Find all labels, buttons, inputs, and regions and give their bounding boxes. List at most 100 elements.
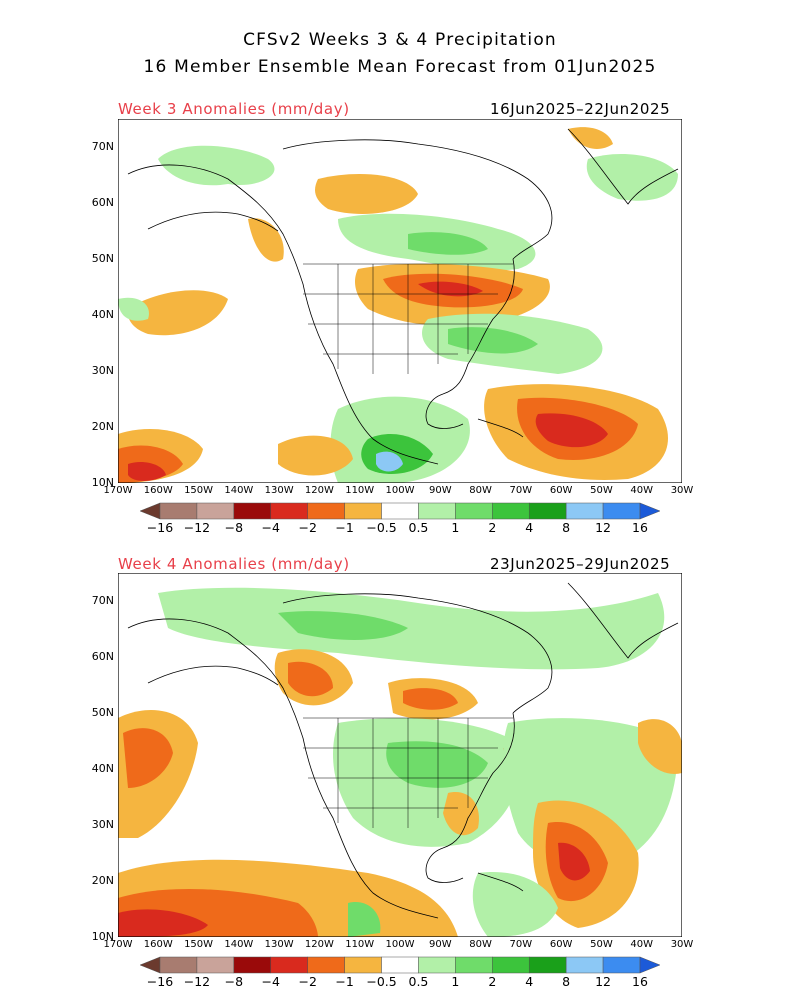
lon-tick-label: 160W <box>143 939 173 950</box>
colorbar-swatch <box>270 502 308 520</box>
colorbar-swatch <box>528 956 567 974</box>
anomaly-dry-region <box>418 281 483 297</box>
lon-tick-label: 170W <box>103 939 133 950</box>
colorbar-swatch <box>455 956 493 974</box>
anomaly-wet-region <box>158 587 665 670</box>
lon-tick-label: 100W <box>385 939 415 950</box>
chart-subtitle: 16 Member Ensemble Mean Forecast from 01… <box>143 57 657 77</box>
lon-tick-label: 170W <box>103 485 133 496</box>
anomaly-dry-region <box>535 413 608 448</box>
anomaly-wet-region <box>448 327 538 354</box>
state-boundaries <box>303 717 513 828</box>
colorbar-swatch <box>565 956 604 974</box>
state-boundaries <box>303 263 513 374</box>
colorbar-swatch <box>140 956 161 974</box>
anomaly-dry-region <box>558 842 590 881</box>
lat-tick-label: 50N <box>91 706 114 719</box>
colorbar-tick-label: 8 <box>562 520 571 535</box>
lon-tick-label: 120W <box>304 485 334 496</box>
colorbar-week4 <box>140 956 660 974</box>
lon-tick-label: 150W <box>184 485 214 496</box>
lon-tick-label: 140W <box>224 939 254 950</box>
colorbar-swatch <box>639 502 660 520</box>
lat-tick-label: 10N <box>91 476 114 489</box>
colorbar-tick-label: −4 <box>261 974 280 989</box>
lat-tick-label: 20N <box>91 874 114 887</box>
lon-tick-label: 100W <box>385 485 415 496</box>
colorbar-tick-label: −1 <box>335 974 354 989</box>
lon-tick-label: 90W <box>428 939 452 950</box>
colorbar-tick-label: 4 <box>525 974 534 989</box>
coastline <box>147 211 279 232</box>
lat-tick-label: 40N <box>91 762 114 775</box>
lon-tick-label: 80W <box>469 939 492 950</box>
colorbar-tick-label: 8 <box>562 974 571 989</box>
colorbar-tick-label: −1 <box>335 520 354 535</box>
lat-tick-label: 40N <box>91 308 114 321</box>
colorbar-tick-label: −2 <box>298 974 317 989</box>
anomaly-wet-region <box>408 232 488 255</box>
colorbar-tick-label: 16 <box>632 520 648 535</box>
anomaly-wet-region <box>278 611 408 640</box>
colorbar-tick-label: −2 <box>298 520 317 535</box>
anomaly-dry-region <box>248 218 284 262</box>
lon-tick-label: 70W <box>509 485 533 496</box>
lon-tick-label: 30W <box>670 485 694 496</box>
anomaly-dry-region <box>403 688 458 710</box>
panel1-label: Week 3 Anomalies (mm/day) <box>118 100 350 118</box>
anomaly-dry-region <box>315 174 418 214</box>
colorbar-swatch <box>307 502 345 520</box>
lat-tick-label: 60N <box>91 650 114 663</box>
coastline <box>127 618 439 919</box>
colorbar-swatch <box>492 502 530 520</box>
anomaly-dry-region <box>278 435 353 476</box>
coastline <box>442 258 515 395</box>
lon-tick-label: 60W <box>549 939 573 950</box>
lon-tick-label: 150W <box>184 939 214 950</box>
coastline <box>567 128 679 205</box>
anomaly-wet-region <box>348 902 381 937</box>
colorbar-tick-label: 0.5 <box>408 974 429 989</box>
anomaly-dry-region <box>118 909 208 937</box>
lat-tick-label: 70N <box>91 594 114 607</box>
lat-tick-label: 10N <box>91 930 114 943</box>
coastline <box>477 872 524 892</box>
colorbar-tick-label: −8 <box>224 974 244 989</box>
week3-anomaly-map <box>118 119 682 483</box>
coastline <box>147 665 279 686</box>
colorbar-swatch <box>528 502 567 520</box>
colorbar-swatch <box>418 956 456 974</box>
lon-tick-label: 140W <box>224 485 254 496</box>
lat-tick-label: 50N <box>91 252 114 265</box>
colorbar-swatch <box>381 502 419 520</box>
coastline <box>282 593 553 714</box>
coastline <box>477 418 524 438</box>
week4-anomaly-map <box>118 573 682 937</box>
colorbar-swatch <box>159 956 198 974</box>
anomaly-dry-region <box>568 127 613 149</box>
colorbar-swatch <box>602 502 641 520</box>
lon-tick-label: 110W <box>345 939 375 950</box>
colorbar-swatch <box>492 956 530 974</box>
colorbar-swatch <box>233 502 272 520</box>
lon-tick-label: 110W <box>345 485 375 496</box>
lon-tick-label: 80W <box>469 485 492 496</box>
panel2-dates: 23Jun2025–29Jun2025 <box>490 555 671 573</box>
lon-tick-label: 40W <box>630 939 654 950</box>
anomaly-wet-region <box>472 872 558 937</box>
colorbar-tick-label: −0.5 <box>366 974 397 989</box>
anomaly-wet-region <box>118 297 149 321</box>
colorbar-week3 <box>140 502 660 520</box>
anomaly-wet-region <box>586 154 678 201</box>
colorbar-swatch <box>344 956 382 974</box>
colorbar-tick-label: 1 <box>451 520 460 535</box>
colorbar-swatch <box>140 502 161 520</box>
panel2-label: Week 4 Anomalies (mm/day) <box>118 555 350 573</box>
lat-tick-label: 70N <box>91 140 114 153</box>
colorbar-tick-label: −0.5 <box>366 520 397 535</box>
colorbar-swatch <box>196 956 235 974</box>
coastline <box>425 847 464 883</box>
colorbar-swatch <box>381 956 419 974</box>
anomaly-wet-region <box>376 451 403 472</box>
coastline <box>442 712 515 849</box>
